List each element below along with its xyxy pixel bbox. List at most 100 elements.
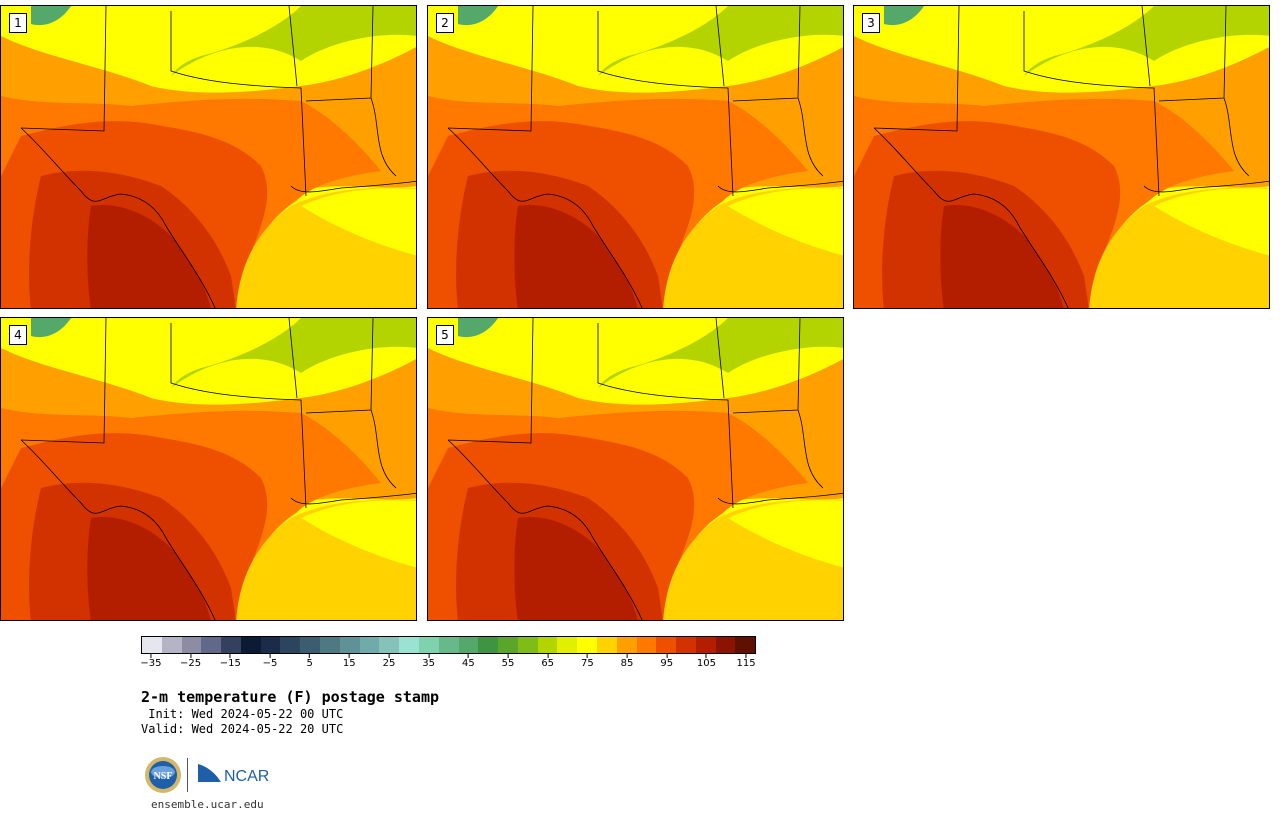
colorbar-tick: 85 [621, 654, 633, 669]
colorbar-tick: 65 [541, 654, 554, 669]
colorbar-tick: 35 [422, 654, 435, 669]
temperature-map [854, 6, 1269, 308]
temperature-map [1, 318, 416, 620]
ncar-logo: NCAR [198, 764, 269, 785]
colorbar-tick-label: 95 [660, 658, 674, 669]
gulf-shelf [728, 188, 843, 256]
member-number-label: 3 [862, 13, 880, 33]
colorbar-tick-label: 35 [422, 658, 436, 669]
colorbar-swatch [636, 637, 657, 653]
colorbar-swatch [676, 637, 696, 653]
state-boundaries [447, 318, 843, 620]
colorbar-swatch [577, 637, 597, 653]
colorbar-tick-label: 5 [306, 658, 313, 669]
colorbar-tick: 75 [581, 654, 594, 669]
website-link[interactable]: ensemble.ucar.edu [151, 798, 264, 811]
temperature-map [428, 318, 843, 620]
extreme-region [87, 205, 211, 308]
colorbar-tick-label: 75 [580, 658, 594, 669]
colorbar-ticks: −35 −25 −15 −5 5 15 25 35 45 55 65 75 85 95 105 115 [140, 654, 756, 674]
extreme-region [940, 205, 1064, 308]
colorbar-swatch [379, 637, 400, 653]
colorbar-tick: 95 [660, 654, 673, 669]
colorbar-tick: −25 [180, 654, 201, 669]
colorbar-swatch [320, 637, 340, 653]
colorbar-swatch [161, 637, 182, 653]
colorbar-swatch [280, 637, 301, 653]
member-number-label: 2 [436, 13, 454, 33]
colorbar-swatch [339, 637, 360, 653]
colorbar-swatch [438, 637, 459, 653]
colorbar-tick-label: 115 [736, 658, 756, 669]
ensemble-member-panel-5: 5 [427, 317, 844, 621]
colorbar-swatch [537, 637, 558, 653]
colorbar-swatch [695, 637, 716, 653]
extreme-region [514, 205, 638, 308]
colorbar-tick: 45 [462, 654, 475, 669]
colorbar-swatch [715, 637, 736, 653]
member-number-label: 4 [9, 325, 27, 345]
temperature-colorbar [141, 636, 756, 654]
cool-band [598, 6, 843, 76]
colorbar-tick: −15 [220, 654, 241, 669]
colorbar-tick-label: 15 [342, 658, 356, 669]
state-boundaries [873, 6, 1269, 308]
colorbar-swatch [399, 637, 419, 653]
cool-band [171, 6, 416, 76]
state-boundaries [20, 6, 416, 308]
colorbar-swatch [656, 637, 677, 653]
valid-time: Valid: Wed 2024-05-22 20 UTC [141, 722, 344, 736]
colorbar-tick-label: −5 [262, 658, 278, 669]
colorbar-tick-label: −35 [140, 658, 162, 669]
colorbar-tick: 15 [343, 654, 356, 669]
extreme-region [87, 517, 211, 620]
colorbar-swatch [596, 637, 617, 653]
ensemble-member-panel-4: 4 [0, 317, 417, 621]
colorbar-tick: 105 [697, 654, 716, 669]
colorbar-tick-label: 65 [541, 658, 555, 669]
gulf-shelf [301, 188, 416, 256]
cool-band [598, 318, 843, 388]
member-number-label: 1 [9, 13, 27, 33]
colorbar-swatch [181, 637, 202, 653]
ncar-logo-text: NCAR [224, 768, 269, 785]
mountain-terrain [458, 318, 498, 338]
colorbar-swatch [240, 637, 261, 653]
colorbar-tick-label: −25 [180, 658, 202, 669]
mountain-terrain [31, 318, 71, 338]
colorbar-swatch [735, 637, 756, 653]
ensemble-member-panel-2: 2 [427, 5, 844, 309]
init-time: Init: Wed 2024-05-22 00 UTC [141, 707, 344, 721]
colorbar-tick: 25 [382, 654, 396, 669]
nsf-logo-text: NSF [154, 771, 173, 782]
colorbar-tick-label: 55 [501, 658, 515, 669]
mountain-terrain [458, 6, 498, 26]
chart-title: 2-m temperature (F) postage stamp [141, 688, 440, 706]
gulf-shelf [728, 500, 843, 568]
logo-divider [187, 758, 188, 792]
colorbar-swatch [478, 637, 499, 653]
colorbar-tick: 5 [306, 654, 313, 669]
colorbar-tick: −35 [140, 654, 161, 669]
temperature-map [428, 6, 843, 308]
colorbar-swatch [418, 637, 439, 653]
colorbar-swatch [359, 637, 380, 653]
colorbar-swatch [557, 637, 578, 653]
nsf-logo: NSF [145, 757, 181, 793]
cool-band [1024, 6, 1269, 76]
colorbar-tick: 55 [501, 654, 515, 669]
colorbar-tick-label: 25 [382, 658, 396, 669]
colorbar-swatch [260, 637, 281, 653]
colorbar-swatch [300, 637, 321, 653]
state-boundaries [447, 6, 843, 308]
colorbar-tick-label: −15 [219, 658, 241, 669]
ensemble-member-panel-3: 3 [853, 5, 1270, 309]
mountain-terrain [884, 6, 924, 26]
mountain-terrain [31, 6, 71, 26]
colorbar-swatch [221, 637, 241, 653]
gulf-shelf [1154, 188, 1269, 256]
ensemble-member-panel-1: 1 [0, 5, 417, 309]
colorbar-swatch [498, 637, 518, 653]
state-boundaries [20, 318, 416, 620]
member-number-label: 5 [436, 325, 454, 345]
